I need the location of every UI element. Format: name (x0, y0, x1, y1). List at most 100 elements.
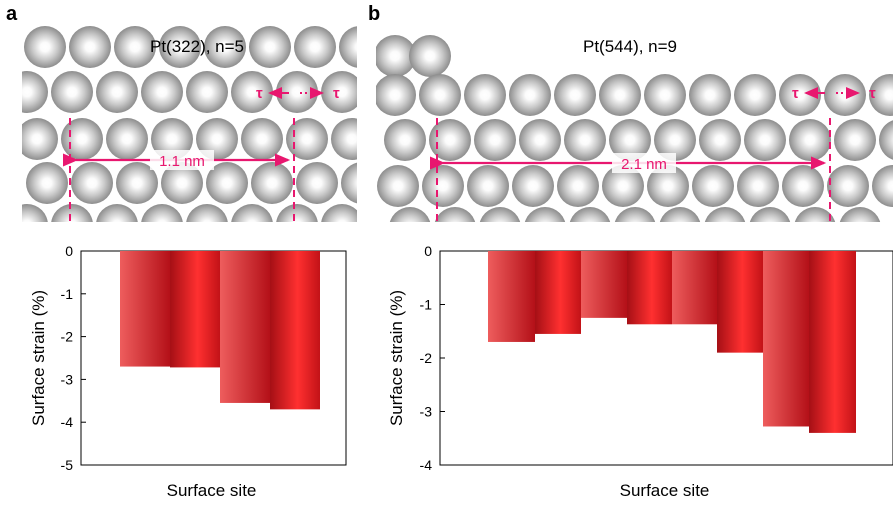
bar-site-4 (627, 251, 672, 325)
pt-atom (554, 74, 596, 116)
pt-atom (341, 162, 357, 204)
pt-atom (159, 26, 201, 68)
pt-atom (294, 26, 336, 68)
y-axis-label: Surface strain (%) (29, 290, 48, 426)
y-axis-label: Surface strain (%) (387, 290, 406, 426)
pt-atom (196, 118, 238, 160)
pt-atom (689, 74, 731, 116)
pt-atom (872, 165, 893, 207)
y-tick-label: -5 (61, 457, 74, 473)
pt-atom (794, 207, 836, 222)
span-label-a: 1.1 nm (159, 153, 205, 170)
pt-atom (161, 162, 203, 204)
pt-atom (659, 207, 701, 222)
pt-atom (737, 165, 779, 207)
x-axis-label: Surface site (620, 481, 710, 500)
pt-atom (464, 74, 506, 116)
pt-atom (609, 119, 651, 161)
bar-site-2 (170, 251, 220, 368)
pt-atom (839, 207, 881, 222)
pt-atom (186, 204, 228, 222)
pt-atom (186, 71, 228, 113)
pt-atom (599, 74, 641, 116)
pt-atom (249, 26, 291, 68)
atom-surface-a (22, 26, 357, 222)
y-tick-label: -3 (61, 371, 74, 387)
atom-surface-b (376, 35, 893, 222)
pt-atom (524, 207, 566, 222)
bar-site-3 (581, 251, 627, 318)
bar-site-2 (535, 251, 581, 334)
pt-atom (276, 204, 318, 222)
y-tick-label: -2 (420, 350, 433, 366)
pt-atom (824, 74, 866, 116)
pt-atom (834, 119, 876, 161)
pt-atom (276, 71, 318, 113)
pt-atom (96, 204, 138, 222)
pt-atom (116, 162, 158, 204)
pt-atom (331, 118, 357, 160)
pt-atom (614, 207, 656, 222)
pt-atom (869, 74, 893, 116)
annotation-b: 2.1 nm τ τ (429, 85, 876, 222)
pt-atom (479, 207, 521, 222)
pt-atom (296, 162, 338, 204)
pt-atom (151, 118, 193, 160)
pt-atom (654, 119, 696, 161)
tau-left-b: τ (792, 85, 799, 102)
bar-site-8 (809, 251, 856, 433)
pt-atom (644, 74, 686, 116)
pt-atom (377, 165, 419, 207)
pt-atom (206, 162, 248, 204)
pt-atom (51, 71, 93, 113)
pt-atom (384, 119, 426, 161)
y-tick-label: -2 (61, 329, 74, 345)
pt-atom (512, 165, 554, 207)
pt-atom (519, 119, 561, 161)
span-label-b: 2.1 nm (621, 156, 667, 173)
pt-atom (782, 165, 824, 207)
span-label-bg-a (150, 150, 214, 170)
pt-atom (557, 165, 599, 207)
pt-atom (141, 71, 183, 113)
y-tick-label: -3 (420, 404, 433, 420)
pt-atom (376, 35, 416, 77)
pt-atom (376, 74, 416, 116)
pt-atom (69, 26, 111, 68)
strain-chart-b: 0 -1 -2 -3 -4 Surface site Surface strain (%) (387, 243, 893, 500)
pt-atom (699, 119, 741, 161)
bar-site-6 (717, 251, 763, 353)
pt-atom (419, 74, 461, 116)
pt-atom (389, 207, 431, 222)
span-label-bg-b (612, 153, 676, 173)
pt-atom (467, 165, 509, 207)
pt-atom (339, 26, 357, 68)
pt-atom (734, 74, 776, 116)
structure-title-b: Pt(544), n=9 (583, 37, 677, 56)
pt-atom (106, 118, 148, 160)
panel-letter-a: a (6, 3, 18, 25)
y-tick-label: -1 (61, 286, 74, 302)
bar-site-1 (120, 251, 170, 367)
y-tick-label: 0 (424, 243, 432, 259)
pt-atom (141, 204, 183, 222)
pt-atom (26, 162, 68, 204)
pt-atom (24, 26, 66, 68)
pt-atom (422, 165, 464, 207)
x-axis-label: Surface site (167, 481, 257, 500)
pt-atom (321, 71, 357, 113)
pt-atom (286, 118, 328, 160)
tau-left-a: τ (256, 85, 263, 102)
pt-atom (474, 119, 516, 161)
pt-atom (22, 118, 58, 160)
pt-atom (204, 26, 246, 68)
pt-atom (231, 204, 273, 222)
pt-atom (429, 119, 471, 161)
pt-atom (569, 207, 611, 222)
pt-atom (749, 207, 791, 222)
y-tick-label: -4 (420, 457, 433, 473)
y-tick-label: -4 (61, 414, 74, 430)
panel-letter-b: b (368, 3, 380, 25)
pt-atom (22, 71, 48, 113)
